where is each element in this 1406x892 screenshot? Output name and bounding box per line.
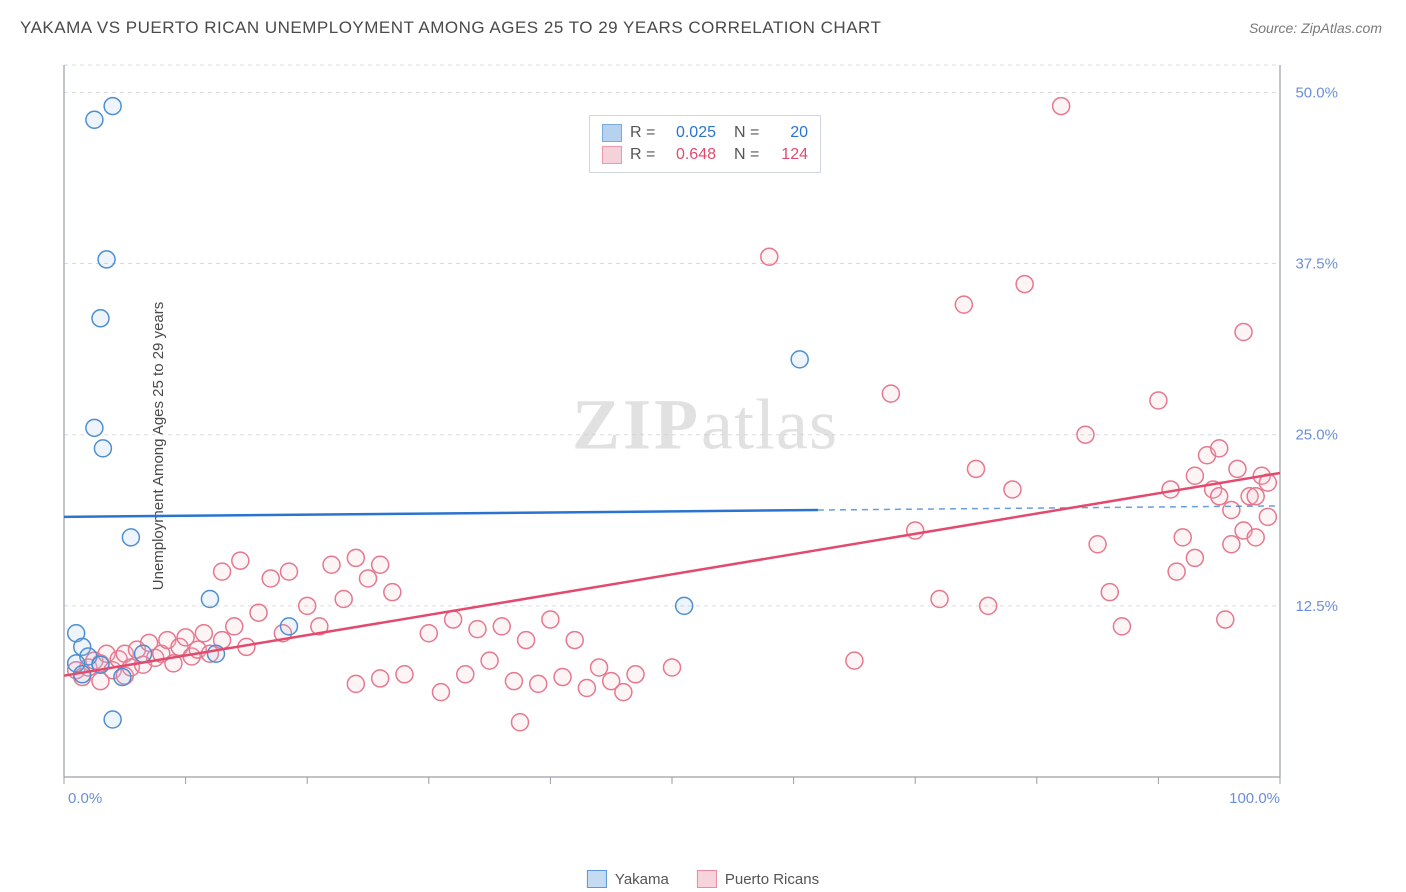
svg-text:50.0%: 50.0% — [1295, 84, 1338, 101]
legend-label-yakama: Yakama — [615, 871, 669, 888]
legend-stats-row-yakama: R = 0.025 N = 20 — [602, 122, 808, 144]
svg-text:100.0%: 100.0% — [1229, 790, 1280, 807]
r-label-2: R = — [630, 144, 660, 166]
legend-stats-row-pr: R = 0.648 N = 124 — [602, 144, 808, 166]
legend-item-yakama: Yakama — [587, 870, 669, 888]
n-label: N = — [734, 122, 764, 144]
header: YAKAMA VS PUERTO RICAN UNEMPLOYMENT AMON… — [0, 0, 1406, 44]
chart-title: YAKAMA VS PUERTO RICAN UNEMPLOYMENT AMON… — [20, 18, 881, 38]
legend-stats: R = 0.025 N = 20 R = 0.648 N = 124 — [589, 115, 821, 173]
legend-bottom: Yakama Puerto Ricans — [587, 870, 819, 888]
chart-container: YAKAMA VS PUERTO RICAN UNEMPLOYMENT AMON… — [0, 0, 1406, 892]
svg-text:25.0%: 25.0% — [1295, 427, 1338, 444]
swatch-yakama — [602, 124, 622, 142]
legend-item-pr: Puerto Ricans — [697, 870, 819, 888]
r-label: R = — [630, 122, 660, 144]
r-value-yakama: 0.025 — [668, 122, 716, 144]
n-value-pr: 124 — [772, 144, 808, 166]
source-label: Source: ZipAtlas.com — [1249, 20, 1382, 36]
svg-text:37.5%: 37.5% — [1295, 256, 1338, 273]
n-label-2: N = — [734, 144, 764, 166]
n-value-yakama: 20 — [772, 122, 808, 144]
swatch-yakama-bottom — [587, 870, 607, 888]
legend-label-pr: Puerto Ricans — [725, 871, 819, 888]
svg-text:0.0%: 0.0% — [68, 790, 102, 807]
r-value-pr: 0.648 — [668, 144, 716, 166]
swatch-pr-bottom — [697, 870, 717, 888]
chart-area: 12.5%25.0%37.5%50.0%0.0%100.0% ZIPatlas … — [60, 55, 1350, 825]
svg-text:12.5%: 12.5% — [1295, 598, 1338, 615]
swatch-pr — [602, 146, 622, 164]
